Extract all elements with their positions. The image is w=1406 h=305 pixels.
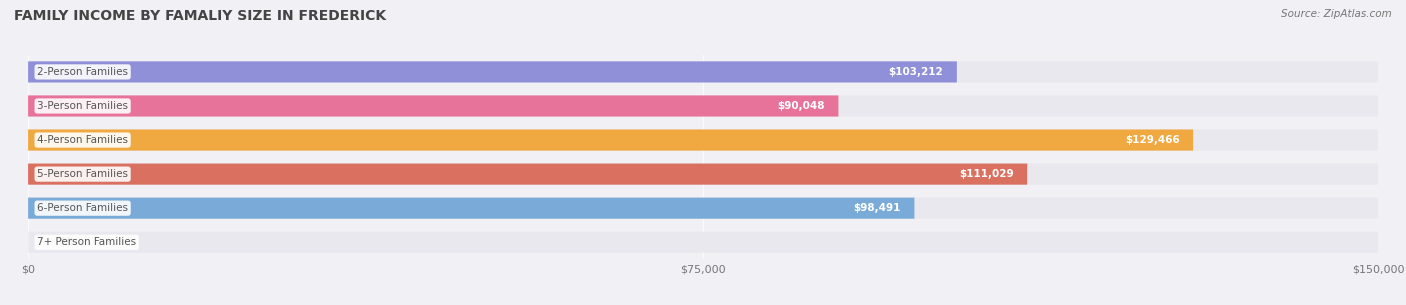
Text: 3-Person Families: 3-Person Families xyxy=(37,101,128,111)
Text: 6-Person Families: 6-Person Families xyxy=(37,203,128,213)
FancyBboxPatch shape xyxy=(28,163,1028,185)
Text: Source: ZipAtlas.com: Source: ZipAtlas.com xyxy=(1281,9,1392,19)
Text: 5-Person Families: 5-Person Families xyxy=(37,169,128,179)
Text: 4-Person Families: 4-Person Families xyxy=(37,135,128,145)
Text: 2-Person Families: 2-Person Families xyxy=(37,67,128,77)
FancyBboxPatch shape xyxy=(28,130,1378,151)
Text: $98,491: $98,491 xyxy=(853,203,901,213)
Text: $103,212: $103,212 xyxy=(889,67,943,77)
FancyBboxPatch shape xyxy=(28,198,1378,219)
Text: $0: $0 xyxy=(59,237,75,247)
FancyBboxPatch shape xyxy=(28,61,957,82)
FancyBboxPatch shape xyxy=(28,95,838,117)
Text: $90,048: $90,048 xyxy=(778,101,825,111)
FancyBboxPatch shape xyxy=(28,198,914,219)
FancyBboxPatch shape xyxy=(28,61,1378,82)
Text: $129,466: $129,466 xyxy=(1125,135,1180,145)
FancyBboxPatch shape xyxy=(28,163,1378,185)
FancyBboxPatch shape xyxy=(28,130,1194,151)
Text: 7+ Person Families: 7+ Person Families xyxy=(37,237,136,247)
FancyBboxPatch shape xyxy=(28,232,1378,253)
Text: FAMILY INCOME BY FAMALIY SIZE IN FREDERICK: FAMILY INCOME BY FAMALIY SIZE IN FREDERI… xyxy=(14,9,387,23)
Text: $111,029: $111,029 xyxy=(959,169,1014,179)
FancyBboxPatch shape xyxy=(28,95,1378,117)
